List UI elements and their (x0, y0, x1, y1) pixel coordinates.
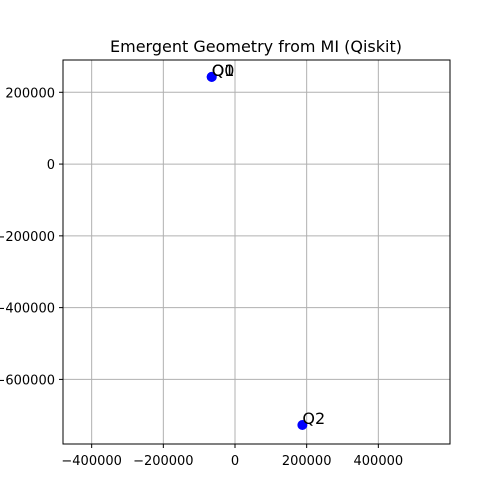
y-tick-label: −400000 (0, 302, 55, 317)
x-tick-label: 400000 (354, 454, 404, 469)
y-tick-label: 200000 (5, 86, 55, 101)
point-label-q0: Q0 (212, 61, 235, 80)
axis-ticks: −400000 −200000 0 200000 400000 200000 0 −20000… (0, 86, 403, 469)
plot-frame (62, 59, 451, 445)
chart-title: Emergent Geometry from MI (Qiskit) (110, 37, 402, 56)
y-tick-label: −600000 (0, 373, 55, 388)
point-q1 (206, 71, 217, 82)
y-tick-label: −200000 (0, 230, 55, 245)
x-tick-label: −400000 (61, 454, 122, 469)
point-q2 (297, 419, 308, 430)
x-tick-label: −200000 (133, 454, 194, 469)
x-tick-label: 200000 (282, 454, 332, 469)
y-tick-label: 0 (47, 158, 55, 173)
point-label-q1: Q1 (212, 61, 235, 80)
point-label-q2: Q2 (302, 409, 325, 428)
grid-lines (63, 60, 450, 444)
x-tick-label: 0 (231, 454, 239, 469)
